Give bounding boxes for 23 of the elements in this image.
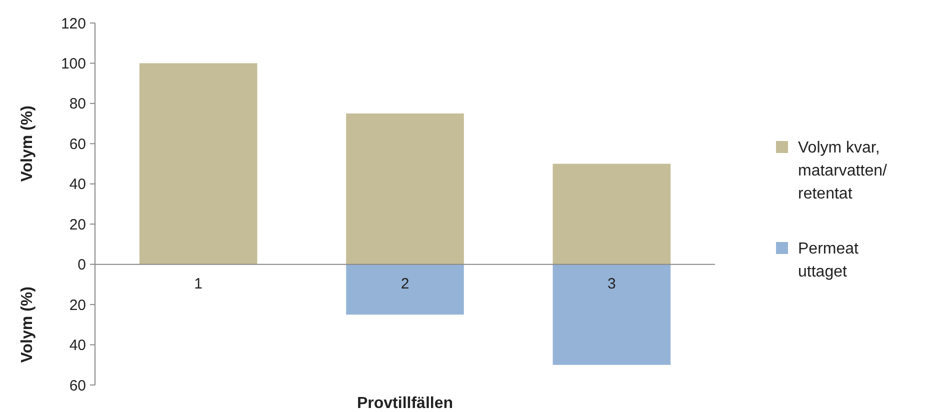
y-tick-label: 60 bbox=[69, 377, 86, 394]
x-tick-label: 1 bbox=[194, 275, 203, 292]
y-tick-label: 60 bbox=[69, 136, 86, 153]
y-tick-label: 100 bbox=[60, 55, 86, 72]
x-axis-title: Provtillfällen bbox=[356, 395, 454, 412]
legend-label: Volym kvar, matarvatten/retentat bbox=[798, 140, 888, 203]
y-tick-label: 20 bbox=[69, 296, 86, 314]
bar bbox=[139, 63, 258, 264]
bar bbox=[552, 264, 671, 365]
text: Volym (%) bbox=[19, 286, 36, 363]
y-tick-label: 20 bbox=[69, 216, 86, 234]
y-axis-title: Volym (%) bbox=[19, 106, 36, 182]
y-tick-label: 80 bbox=[69, 96, 86, 113]
legend-label: Permeat uttaget bbox=[798, 240, 860, 281]
x-tick-label: 2 bbox=[400, 275, 410, 292]
bar bbox=[346, 264, 464, 315]
y-tick-label: 40 bbox=[69, 337, 86, 354]
y-tick-label: 120 bbox=[60, 15, 86, 32]
bar bbox=[346, 114, 464, 264]
bar bbox=[552, 164, 671, 264]
y-tick-label: 40 bbox=[69, 176, 86, 194]
y-tick-label: 0 bbox=[78, 256, 86, 274]
x-tick-label: 3 bbox=[607, 275, 616, 292]
